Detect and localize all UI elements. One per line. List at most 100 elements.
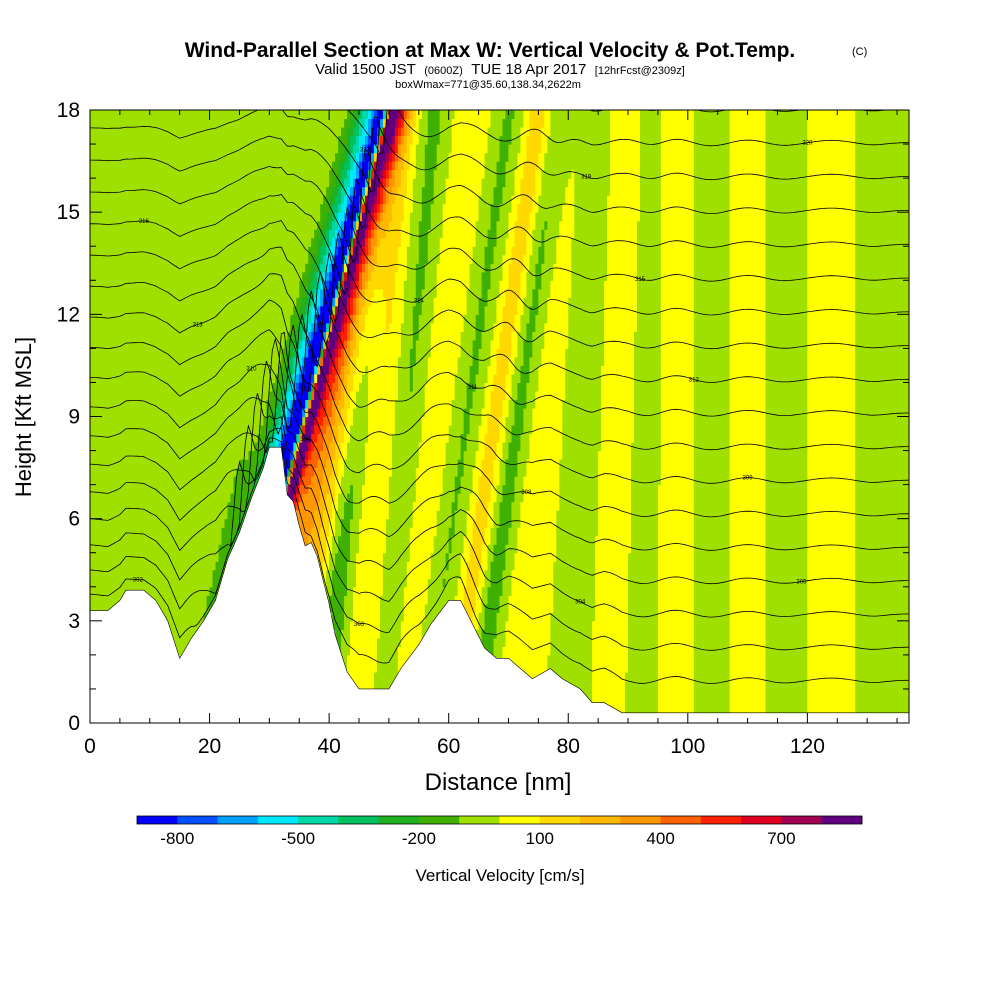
- w-cell: [101, 297, 106, 307]
- w-cell: [95, 169, 100, 179]
- w-cell: [146, 390, 151, 401]
- w-cell: [206, 237, 211, 247]
- w-cell: [143, 135, 148, 145]
- w-cell: [137, 178, 142, 188]
- w-cell: [116, 527, 121, 537]
- w-cell: [176, 288, 181, 298]
- w-cell: [110, 178, 115, 188]
- w-cell: [188, 263, 193, 273]
- w-cell: [182, 314, 187, 324]
- w-cell: [152, 442, 157, 452]
- w-cell: [116, 552, 121, 562]
- w-cell: [143, 263, 148, 273]
- w-cell: [185, 459, 190, 469]
- w-cell: [131, 118, 136, 128]
- w-cell: [152, 161, 157, 171]
- w-cell: [164, 407, 169, 418]
- w-cell: [170, 407, 175, 418]
- w-cell: [128, 561, 133, 571]
- w-cell: [131, 561, 136, 571]
- w-cell: [119, 450, 124, 460]
- w-cell: [200, 144, 205, 154]
- w-cell: [104, 544, 109, 554]
- w-cell: [143, 433, 148, 443]
- w-cell: [200, 118, 205, 128]
- w-cell: [92, 339, 97, 349]
- w-cell: [104, 501, 109, 511]
- w-cell: [179, 518, 184, 528]
- w-cell: [185, 271, 190, 281]
- w-cell: [191, 629, 196, 639]
- w-cell: [212, 144, 217, 154]
- w-cell: [161, 603, 166, 613]
- w-cell: [206, 510, 211, 520]
- w-cell: [161, 229, 166, 239]
- w-cell: [134, 527, 139, 537]
- w-cell: [149, 365, 154, 375]
- w-cell: [143, 510, 148, 520]
- w-cell: [110, 518, 115, 528]
- w-cell: [125, 246, 130, 256]
- w-cell: [218, 280, 223, 290]
- w-cell: [116, 135, 121, 145]
- w-cell: [122, 144, 127, 154]
- w-cell: [215, 237, 220, 247]
- w-cell: [185, 544, 190, 554]
- w-cell: [218, 373, 223, 384]
- w-cell: [92, 425, 97, 435]
- w-cell: [134, 467, 139, 477]
- w-cell: [128, 229, 133, 239]
- w-cell: [176, 229, 181, 239]
- w-cell: [110, 510, 115, 520]
- w-cell: [221, 407, 226, 418]
- w-cell: [98, 118, 103, 128]
- w-cell: [128, 331, 133, 341]
- w-cell: [92, 433, 97, 443]
- w-cell: [158, 373, 163, 384]
- w-cell: [212, 356, 217, 367]
- w-cell: [221, 501, 226, 511]
- w-cell: [173, 271, 178, 281]
- w-cell: [221, 527, 226, 537]
- w-cell: [206, 399, 211, 409]
- w-cell: [95, 544, 100, 554]
- w-cell: [200, 246, 205, 256]
- w-cell: [128, 127, 133, 137]
- w-cell: [170, 220, 175, 230]
- w-cell: [128, 237, 133, 247]
- w-cell: [191, 365, 196, 375]
- w-cell: [143, 390, 148, 401]
- w-cell: [203, 110, 208, 120]
- w-cell: [188, 144, 193, 154]
- w-cell: [218, 348, 223, 358]
- w-cell: [182, 254, 187, 264]
- w-cell: [206, 501, 211, 511]
- w-cell: [146, 535, 151, 545]
- w-cell: [212, 382, 217, 392]
- w-cell: [188, 110, 193, 120]
- w-cell: [206, 127, 211, 137]
- w-cell: [152, 365, 157, 375]
- w-cell: [179, 288, 184, 298]
- w-cell: [90, 603, 94, 613]
- w-cell: [110, 339, 115, 349]
- w-cell: [209, 135, 214, 145]
- w-cell: [98, 161, 103, 171]
- w-cell: [191, 246, 196, 256]
- w-cell: [152, 356, 157, 367]
- w-cell: [119, 407, 124, 418]
- w-cell: [194, 271, 199, 281]
- w-cell: [212, 186, 217, 196]
- w-cell: [101, 220, 106, 230]
- w-cell: [116, 186, 121, 196]
- w-cell: [95, 467, 100, 477]
- w-cell: [98, 212, 103, 222]
- w-cell: [113, 271, 118, 281]
- w-cell: [92, 476, 97, 486]
- w-cell: [122, 544, 127, 554]
- w-cell: [176, 161, 181, 171]
- w-cell: [212, 110, 217, 120]
- w-cell: [92, 399, 97, 409]
- w-cell: [140, 569, 145, 579]
- w-cell: [179, 595, 184, 605]
